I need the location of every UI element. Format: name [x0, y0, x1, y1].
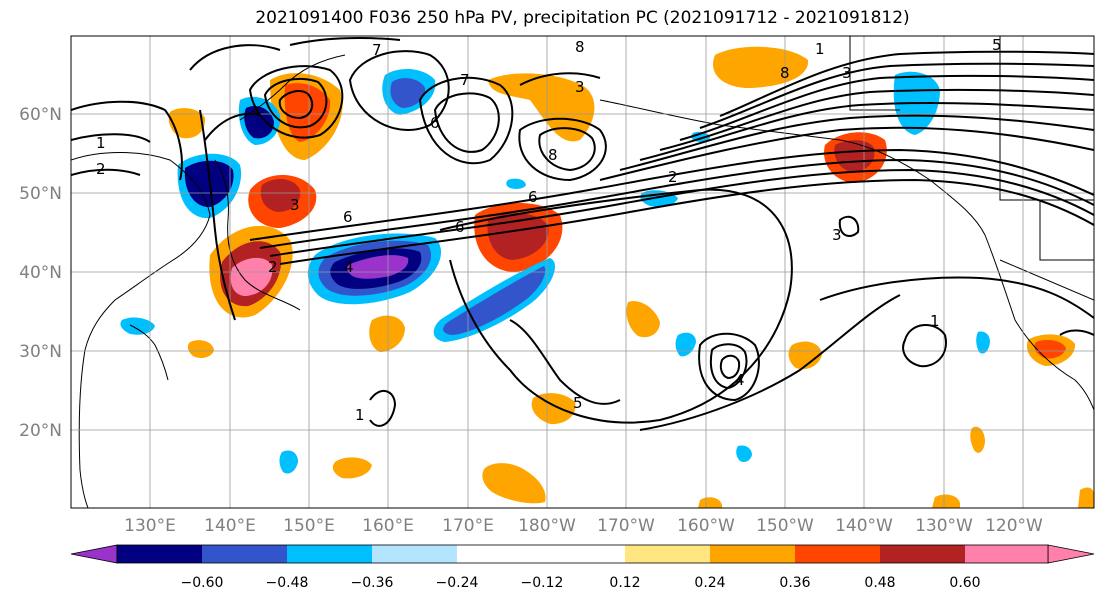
map-border: [70, 35, 1095, 509]
colorbar-extend-high: [1047, 544, 1095, 564]
lon-label: 150°W: [756, 516, 814, 536]
contour-label: 4: [344, 258, 354, 276]
colorbar-extend-low: [70, 544, 118, 564]
contour-label: 3: [575, 78, 585, 96]
lat-label: 40°N: [19, 263, 62, 283]
contour-label: 3: [290, 196, 300, 214]
contour-label: 4: [735, 371, 745, 389]
lat-label: 20°N: [19, 421, 62, 441]
lat-label: 60°N: [19, 105, 62, 125]
contour-label: 2: [96, 160, 106, 178]
contour-label: 8: [548, 146, 558, 164]
contour-label: 2: [268, 258, 278, 276]
lat-label: 50°N: [19, 184, 62, 204]
colorbar-tick-label: 0.48: [864, 575, 895, 591]
colorbar-tick-label: −0.24: [436, 575, 479, 591]
colorbar-segment: [880, 545, 965, 563]
colorbar-tick-label: −0.60: [181, 575, 224, 591]
contour-label: 1: [96, 134, 106, 152]
colorbar-segment: [287, 545, 372, 563]
contour-label: 6: [430, 114, 440, 132]
contour-label: 1: [815, 40, 825, 58]
contour-label: 5: [992, 36, 1002, 54]
lat-label: 30°N: [19, 342, 62, 362]
contour-label: 3: [832, 226, 842, 244]
lon-label: 170°E: [442, 516, 494, 536]
colorbar-tick-label: −0.36: [351, 575, 394, 591]
colorbar-segment: [372, 545, 457, 563]
colorbar-tick-label: 0.60: [949, 575, 980, 591]
latitude-labels: 60°N 50°N 40°N 30°N 20°N: [19, 105, 62, 441]
colorbar-segment: [457, 545, 542, 563]
lon-label: 140°E: [204, 516, 256, 536]
lon-label: 120°W: [985, 516, 1043, 536]
colorbar-segment: [625, 545, 710, 563]
colorbar-segment: [117, 545, 202, 563]
lon-label: 160°E: [362, 516, 414, 536]
lon-label: 130°W: [915, 516, 973, 536]
contour-label: 7: [460, 71, 470, 89]
contour-label: 2: [668, 168, 678, 186]
contour-labels: 1 2 7 7 8 5 3 6 6 8 2 6 8 3 6 3 4 2 1 4 …: [96, 36, 1002, 424]
lon-label: 140°W: [835, 516, 893, 536]
colorbar-segment: [202, 545, 287, 563]
colorbar-segment: [795, 545, 880, 563]
pv-contours: [71, 36, 1094, 431]
colorbar-segment: [542, 545, 625, 563]
contour-label: 6: [455, 218, 465, 236]
lon-label: 170°W: [597, 516, 655, 536]
colorbar-tick-label: 0.12: [609, 575, 640, 591]
contour-label: 7: [372, 41, 382, 59]
colorbar-segment: [710, 545, 795, 563]
contour-label: 3: [842, 64, 852, 82]
contour-label: 8: [575, 38, 585, 56]
contour-label: 6: [528, 188, 538, 206]
colorbar-tick-label: −0.48: [266, 575, 309, 591]
colorbar: −0.60 −0.48 −0.36 −0.24 −0.12 0.12 0.24 …: [70, 544, 1095, 591]
lon-label: 180°W: [518, 516, 576, 536]
colorbar-tick-label: 0.36: [779, 575, 810, 591]
contour-label: 1: [930, 312, 940, 330]
contour-label: 1: [355, 406, 365, 424]
colorbar-tick-label: −0.12: [521, 575, 564, 591]
colorbar-segment: [965, 545, 1048, 563]
lon-label: 130°E: [124, 516, 176, 536]
lon-label: 160°W: [677, 516, 735, 536]
lon-label: 150°E: [283, 516, 335, 536]
contour-label: 5: [573, 394, 583, 412]
longitude-labels: 130°E 140°E 150°E 160°E 170°E 180°W 170°…: [124, 516, 1043, 536]
contour-label: 8: [780, 64, 790, 82]
map-title: 2021091400 F036 250 hPa PV, precipitatio…: [255, 8, 910, 28]
colorbar-tick-label: 0.24: [694, 575, 725, 591]
colorbar-border: [116, 544, 1049, 564]
contour-label: 6: [343, 208, 353, 226]
